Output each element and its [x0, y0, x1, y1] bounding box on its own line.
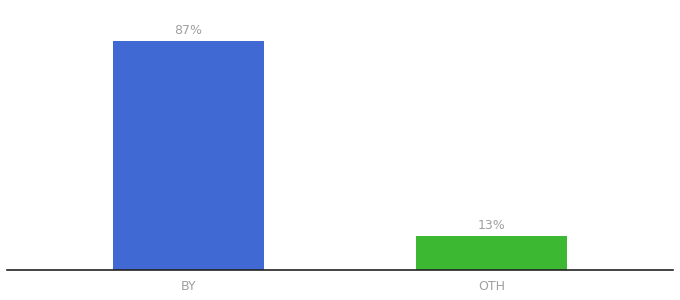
- Text: 87%: 87%: [175, 24, 203, 37]
- Bar: [415, 236, 567, 270]
- Text: 13%: 13%: [477, 219, 505, 232]
- Bar: [113, 41, 265, 270]
